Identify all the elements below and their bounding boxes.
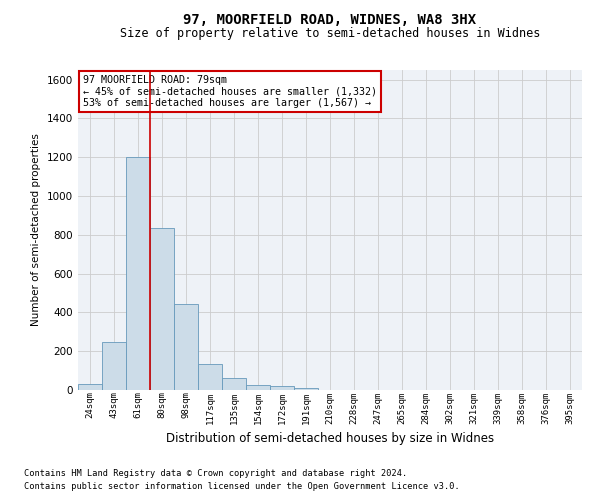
- Text: Contains HM Land Registry data © Crown copyright and database right 2024.: Contains HM Land Registry data © Crown c…: [24, 468, 407, 477]
- Text: Size of property relative to semi-detached houses in Widnes: Size of property relative to semi-detach…: [120, 28, 540, 40]
- Bar: [150, 228, 174, 390]
- X-axis label: Distribution of semi-detached houses by size in Widnes: Distribution of semi-detached houses by …: [166, 432, 494, 445]
- Bar: [174, 304, 198, 390]
- Y-axis label: Number of semi-detached properties: Number of semi-detached properties: [31, 134, 41, 326]
- Bar: [270, 386, 294, 390]
- Text: 97, MOORFIELD ROAD, WIDNES, WA8 3HX: 97, MOORFIELD ROAD, WIDNES, WA8 3HX: [184, 12, 476, 26]
- Bar: [102, 342, 126, 390]
- Bar: [198, 364, 222, 390]
- Bar: [246, 385, 270, 390]
- Text: Contains public sector information licensed under the Open Government Licence v3: Contains public sector information licen…: [24, 482, 460, 491]
- Bar: [222, 378, 246, 390]
- Text: 97 MOORFIELD ROAD: 79sqm
← 45% of semi-detached houses are smaller (1,332)
53% o: 97 MOORFIELD ROAD: 79sqm ← 45% of semi-d…: [83, 75, 377, 108]
- Bar: [126, 158, 150, 390]
- Bar: [78, 384, 102, 390]
- Bar: [294, 388, 318, 390]
